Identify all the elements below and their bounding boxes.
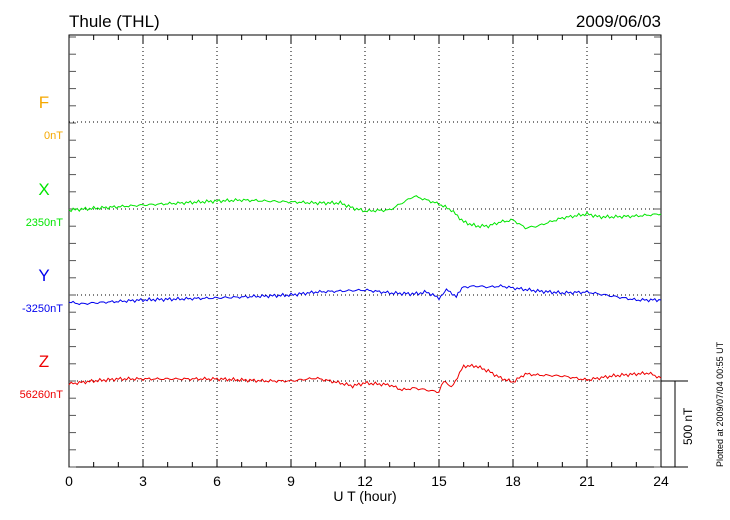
x-axis-label: U T (hour) [333, 488, 396, 504]
x-tick-label: 3 [139, 473, 147, 489]
series-line-z [68, 363, 662, 394]
series-name-y: Y [38, 266, 49, 285]
series-line-x [68, 195, 662, 230]
chart-date: 2009/06/03 [576, 12, 661, 31]
x-tick-label: 24 [653, 473, 669, 489]
series-baseline-z: 56260nT [20, 389, 64, 401]
x-tick-label: 9 [287, 473, 295, 489]
x-tick-label: 15 [431, 473, 447, 489]
x-tick-label: 6 [213, 473, 221, 489]
footnote: Plotted at 2009/07/04 00:55 UT [715, 341, 725, 467]
series-name-x: X [38, 180, 49, 199]
series-baseline-f: 0nT [44, 130, 63, 142]
x-tick-label: 18 [505, 473, 521, 489]
x-tick-label: 0 [65, 473, 73, 489]
series-name-z: Z [39, 352, 49, 371]
x-tick-label: 21 [579, 473, 595, 489]
x-tick-label: 12 [357, 473, 373, 489]
series-baseline-x: 2350nT [26, 217, 64, 229]
series-baseline-y: -3250nT [22, 303, 63, 315]
series-name-f: F [39, 93, 49, 112]
scale-bar-label: 500 nT [681, 407, 695, 445]
chart-title: Thule (THL) [69, 12, 160, 31]
series-line-y [68, 284, 662, 306]
